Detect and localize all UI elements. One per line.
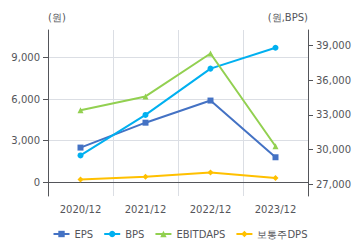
svg-text:EBITDAPS: EBITDAPS [176,229,225,240]
svg-text:2020/12: 2020/12 [60,204,102,215]
svg-text:2021/12: 2021/12 [125,204,167,215]
svg-text:9,000: 9,000 [11,52,40,63]
svg-text:6,000: 6,000 [11,94,40,105]
svg-text:36,000: 36,000 [316,75,351,86]
svg-text:BPS: BPS [125,229,144,240]
svg-text:(원): (원) [48,12,66,23]
svg-text:0: 0 [34,177,40,188]
svg-text:2023/12: 2023/12 [255,204,297,215]
svg-text:27,000: 27,000 [316,179,351,190]
svg-text:3,000: 3,000 [11,135,40,146]
svg-text:EPS: EPS [75,229,94,240]
svg-text:2022/12: 2022/12 [190,204,232,215]
svg-text:33,000: 33,000 [316,109,351,120]
svg-text:30,000: 30,000 [316,144,351,155]
svg-text:39,000: 39,000 [316,40,351,51]
svg-text:보통주DPS: 보통주DPS [257,229,307,240]
svg-text:(원,BPS): (원,BPS) [268,12,308,23]
